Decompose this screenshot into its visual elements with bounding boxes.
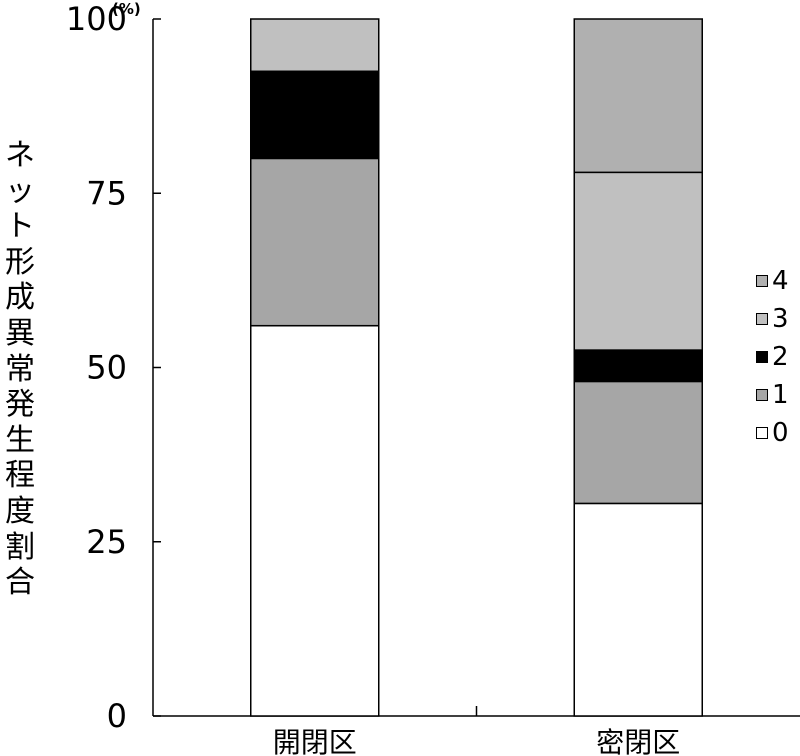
bar-segment <box>573 380 703 505</box>
legend-label: 3 <box>772 304 789 334</box>
x-category-label: 密閉区 <box>596 726 680 756</box>
legend-item: 2 <box>756 338 800 376</box>
x-category-label: 開閉区 <box>273 726 357 756</box>
legend-swatch <box>756 275 768 287</box>
legend: 4 3 2 1 0 <box>756 262 800 452</box>
legend-swatch <box>756 427 768 439</box>
bar-segment <box>573 502 703 717</box>
bar-segment <box>573 349 703 383</box>
bar-segment <box>250 70 380 160</box>
bar-segment <box>250 157 380 327</box>
bar-segment <box>250 324 380 717</box>
bar-segment <box>573 171 703 351</box>
legend-item: 3 <box>756 300 800 338</box>
bar-segment <box>250 18 380 73</box>
legend-item: 4 <box>756 262 800 300</box>
bar-segment <box>573 18 703 174</box>
y-tick-label: 50 <box>86 349 127 387</box>
y-tick-label: 0 <box>107 697 127 735</box>
y-tick-label: 25 <box>86 523 127 561</box>
y-tick-label: 75 <box>86 174 127 212</box>
y-axis-unit: (%) <box>112 0 141 18</box>
y-tick-label: 100 <box>66 0 127 38</box>
legend-swatch <box>756 389 768 401</box>
legend-item: 1 <box>756 376 800 414</box>
legend-label: 0 <box>772 418 789 448</box>
legend-swatch <box>756 351 768 363</box>
legend-label: 4 <box>772 266 789 296</box>
legend-label: 2 <box>772 342 789 372</box>
legend-swatch <box>756 313 768 325</box>
legend-label: 1 <box>772 380 789 410</box>
y-axis-label: ネット形成異常発生程度割合 <box>5 138 35 601</box>
legend-item: 0 <box>756 414 800 452</box>
